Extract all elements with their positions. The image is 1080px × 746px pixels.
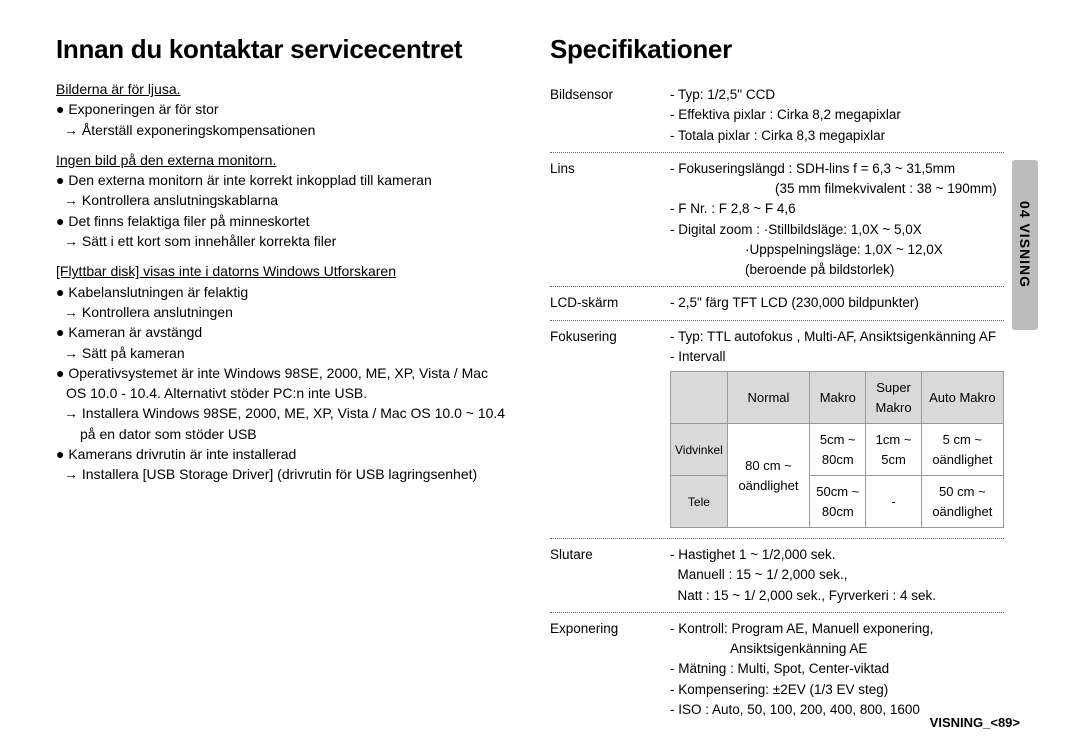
- row-header: Vidvinkel: [671, 424, 728, 476]
- bullet-item: ● Kabelanslutningen är felaktig: [56, 282, 510, 302]
- spec-line: Manuell : 15 ~ 1/ 2,000 sek.,: [670, 565, 1004, 585]
- table-cell: -: [866, 476, 921, 528]
- spec-row: LCD-skärm- 2,5" färg TFT LCD (230,000 bi…: [550, 287, 1004, 320]
- row-header: Tele: [671, 476, 728, 528]
- spec-list: Bildsensor- Typ: 1/2,5" CCD- Effektiva p…: [550, 79, 1004, 726]
- arrow-item: → Kontrollera anslutningen: [56, 302, 510, 322]
- table-header: Auto Makro: [921, 372, 1003, 424]
- spec-line: Ansiktsigenkänning AE: [670, 639, 1004, 659]
- table-cell: 1cm ~ 5cm: [866, 424, 921, 476]
- arrow-item: → Installera [USB Storage Driver] (drivr…: [56, 464, 510, 484]
- spec-line: - Totala pixlar : Cirka 8,3 megapixlar: [670, 126, 1004, 146]
- spec-row: Slutare- Hastighet 1 ~ 1/2,000 sek. Manu…: [550, 539, 1004, 613]
- spec-label: Bildsensor: [550, 85, 670, 146]
- spec-value: - Fokuseringslängd : SDH-lins f = 6,3 ~ …: [670, 159, 1004, 281]
- page-footer: VISNING_<89>: [930, 715, 1020, 730]
- spec-value: - Kontroll: Program AE, Manuell exponeri…: [670, 619, 1004, 720]
- spec-label: LCD-skärm: [550, 293, 670, 313]
- focus-table: NormalMakroSuper MakroAuto Makro Vidvinke…: [670, 371, 1004, 528]
- spec-line: (beroende på bildstorlek): [670, 260, 1004, 280]
- spec-row: Fokusering- Typ: TTL autofokus , Multi-A…: [550, 321, 1004, 540]
- spec-label: Exponering: [550, 619, 670, 720]
- right-heading: Specifikationer: [550, 34, 1004, 65]
- table-header: Makro: [810, 372, 866, 424]
- spec-line: - Effektiva pixlar : Cirka 8,2 megapixla…: [670, 105, 1004, 125]
- manual-page: Innan du kontaktar servicecentret Bilder…: [0, 0, 1080, 746]
- spec-line: - Digital zoom : ·Stillbildsläge: 1,0X ~…: [670, 220, 1004, 240]
- arrow-item: → Sätt i ett kort som innehåller korrekt…: [56, 231, 510, 251]
- spec-line: - Typ: TTL autofokus , Multi-AF, Ansikts…: [670, 327, 1004, 347]
- spec-row: Bildsensor- Typ: 1/2,5" CCD- Effektiva p…: [550, 79, 1004, 153]
- spec-label: Lins: [550, 159, 670, 281]
- spec-line: - Intervall: [670, 347, 1004, 367]
- issue-title: Bilderna är för ljusa.: [56, 79, 510, 99]
- spec-row: Exponering- Kontroll: Program AE, Manuel…: [550, 613, 1004, 726]
- arrow-item: → Sätt på kameran: [56, 343, 510, 363]
- table-cell: 80 cm ~ oändlighet: [727, 424, 809, 528]
- troubleshooting-list: Bilderna är för ljusa.● Exponeringen är …: [56, 79, 510, 485]
- spec-line: (35 mm filmekvivalent : 38 ~ 190mm): [670, 179, 1004, 199]
- bullet-item: ● Kamerans drivrutin är inte installerad: [56, 444, 510, 464]
- spec-value: - 2,5" färg TFT LCD (230,000 bildpunkter…: [670, 293, 1004, 313]
- side-tab-label: 04 VISNING: [1017, 201, 1033, 288]
- side-tab: 04 VISNING: [1012, 160, 1038, 330]
- bullet-item: ● Den externa monitorn är inte korrekt i…: [56, 170, 510, 190]
- issue-title: Ingen bild på den externa monitorn.: [56, 150, 510, 170]
- spec-row: Lins- Fokuseringslängd : SDH-lins f = 6,…: [550, 153, 1004, 288]
- spec-line: - F Nr. : F 2,8 ~ F 4,6: [670, 199, 1004, 219]
- right-column: Specifikationer Bildsensor- Typ: 1/2,5" …: [550, 34, 1038, 726]
- table-header: Super Makro: [866, 372, 921, 424]
- spec-value: - Typ: 1/2,5" CCD- Effektiva pixlar : Ci…: [670, 85, 1004, 146]
- arrow-item: → Återställ exponeringskompensationen: [56, 120, 510, 140]
- spec-line: - Fokuseringslängd : SDH-lins f = 6,3 ~ …: [670, 159, 1004, 179]
- spec-value: - Hastighet 1 ~ 1/2,000 sek. Manuell : 1…: [670, 545, 1004, 606]
- spec-line: - Mätning : Multi, Spot, Center-viktad: [670, 659, 1004, 679]
- left-column: Innan du kontaktar servicecentret Bilder…: [56, 34, 510, 726]
- spec-line: - Kontroll: Program AE, Manuell exponeri…: [670, 619, 1004, 639]
- spec-label: Fokusering: [550, 327, 670, 533]
- table-header: [671, 372, 728, 424]
- bullet-item: ● Det finns felaktiga filer på minneskor…: [56, 211, 510, 231]
- table-cell: 5cm ~ 80cm: [810, 424, 866, 476]
- spec-line: - Kompensering: ±2EV (1/3 EV steg): [670, 680, 1004, 700]
- table-header: Normal: [727, 372, 809, 424]
- arrow-item: → Installera Windows 98SE, 2000, ME, XP,…: [56, 403, 510, 444]
- issue-title: [Flyttbar disk] visas inte i datorns Win…: [56, 261, 510, 281]
- spec-label: Slutare: [550, 545, 670, 606]
- table-cell: 50cm ~ 80cm: [810, 476, 866, 528]
- bullet-item: ● Kameran är avstängd: [56, 322, 510, 342]
- spec-line: ·Uppspelningsläge: 1,0X ~ 12,0X: [670, 240, 1004, 260]
- table-cell: 50 cm ~ oändlighet: [921, 476, 1003, 528]
- left-heading: Innan du kontaktar servicecentret: [56, 34, 510, 65]
- arrow-item: → Kontrollera anslutningskablarna: [56, 190, 510, 210]
- spec-line: - 2,5" färg TFT LCD (230,000 bildpunkter…: [670, 293, 1004, 313]
- spec-line: - Typ: 1/2,5" CCD: [670, 85, 1004, 105]
- bullet-item: ● Operativsystemet är inte Windows 98SE,…: [56, 363, 510, 404]
- table-cell: 5 cm ~ oändlighet: [921, 424, 1003, 476]
- bullet-item: ● Exponeringen är för stor: [56, 99, 510, 119]
- spec-value: - Typ: TTL autofokus , Multi-AF, Ansikts…: [670, 327, 1004, 533]
- spec-line: Natt : 15 ~ 1/ 2,000 sek., Fyrverkeri : …: [670, 586, 1004, 606]
- two-column-layout: Innan du kontaktar servicecentret Bilder…: [56, 34, 1038, 726]
- spec-line: - Hastighet 1 ~ 1/2,000 sek.: [670, 545, 1004, 565]
